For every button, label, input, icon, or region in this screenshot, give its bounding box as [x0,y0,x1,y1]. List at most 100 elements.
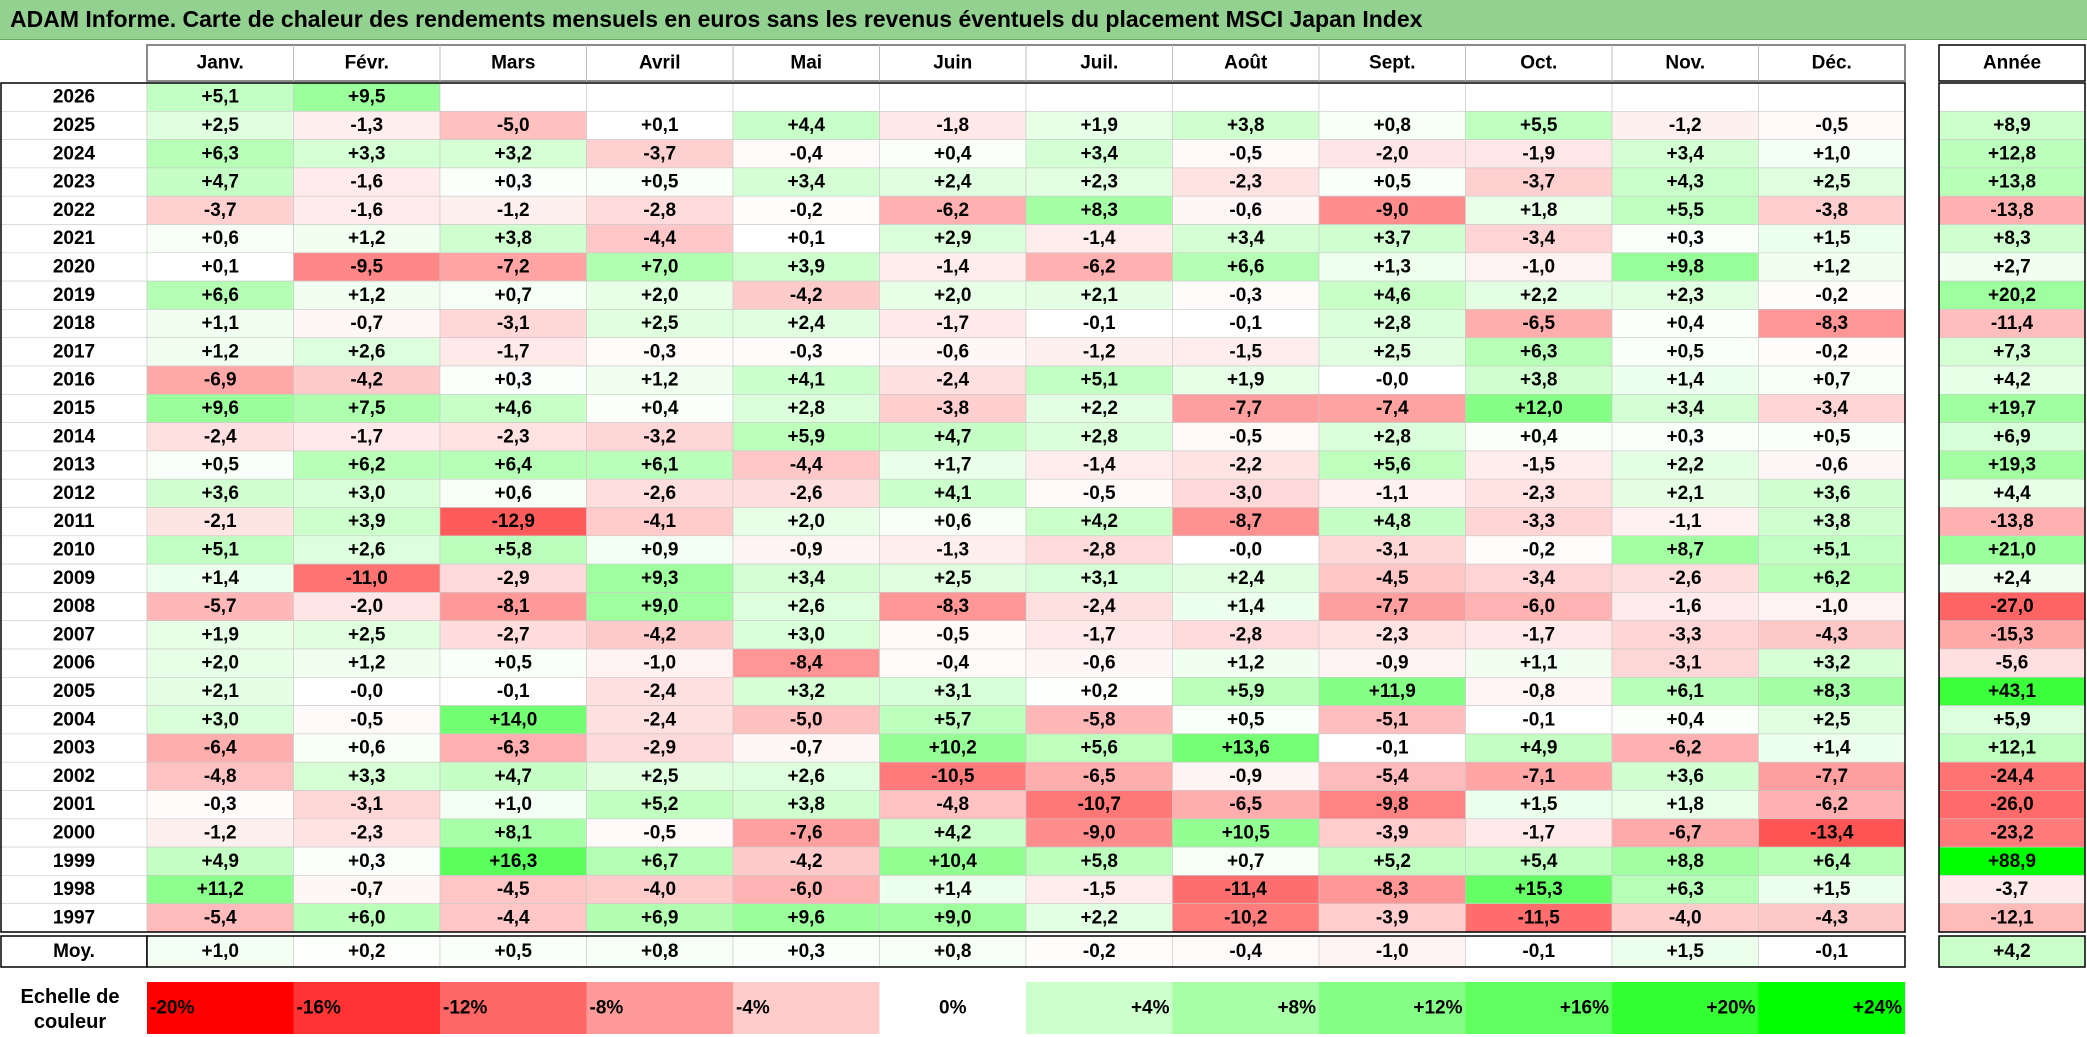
heatmap-cell-value: -0,5 [1083,483,1116,504]
heatmap-cell-value: -6,4 [204,738,237,759]
year-label: 2003 [53,738,95,759]
heatmap-cell-value: +0,6 [494,483,532,504]
heatmap-cell-value: +3,1 [1080,568,1118,589]
heatmap-cell [293,450,441,480]
average-cell-value: +0,8 [934,941,972,962]
heatmap-cell-value: +5,7 [934,709,972,730]
heatmap-cell-value: +3,9 [787,256,825,277]
heatmap-cell [293,818,441,848]
year-label-cell [0,393,148,423]
heatmap-cell-value: +4,1 [787,370,825,391]
heatmap-cell [879,790,1027,820]
heatmap-cell [146,252,294,282]
heatmap-cell-value: -0,0 [350,681,383,702]
heatmap-cell [293,139,441,169]
heatmap-cell-value: +6,7 [641,851,679,872]
average-cell [586,935,734,968]
heatmap-cell-value: +5,5 [1520,115,1558,136]
heatmap-cell-value: +3,8 [1520,370,1558,391]
heatmap-cell-value: -3,8 [936,398,969,419]
color-scale-label: +24% [1853,998,1902,1019]
year-label-cell [0,111,148,140]
heatmap-cell-value: +2,6 [787,596,825,617]
heatmap-cell-value: -1,7 [936,313,969,334]
heatmap-cell [1025,224,1173,254]
heatmap-cell-value: +3,2 [1813,653,1851,674]
heatmap-cell-value: -4,4 [790,455,823,476]
heatmap-cell-value: -0,1 [1522,709,1555,730]
annual-cell [1938,846,2086,876]
heatmap-cell-value: +10,5 [1222,822,1271,843]
heatmap-cell-value: +2,2 [1080,907,1118,928]
heatmap-cell-value: +0,5 [1373,172,1411,193]
color-scale-label: -4% [736,998,770,1019]
heatmap-cell-value: -1,2 [497,200,530,221]
heatmap-cell [1465,507,1613,537]
average-cell [1025,935,1173,968]
heatmap-cell-value: +0,3 [494,172,532,193]
heatmap-cell [586,393,734,423]
heatmap-cell-value: -6,5 [1083,766,1116,787]
heatmap-cell-value: -4,2 [790,851,823,872]
heatmap-cell-value: -3,3 [1669,624,1702,645]
heatmap-cell-value: +2,6 [348,341,386,362]
year-label-cell [0,139,148,169]
heatmap-cell-value: +5,9 [1227,681,1265,702]
heatmap-cell [146,507,294,537]
heatmap-cell-value: -3,7 [643,143,676,164]
heatmap-cell [1465,592,1613,622]
heatmap-cell-value: +6,6 [1227,256,1265,277]
heatmap-cell-value: -1,2 [204,822,237,843]
heatmap-cell [1611,676,1759,706]
heatmap-cell-value: +2,0 [934,285,972,306]
heatmap-cell [1465,818,1613,848]
heatmap-cell [146,818,294,848]
heatmap-cell-value: +1,3 [1373,256,1411,277]
year-label-cell [0,790,148,820]
heatmap-cell-value: +3,4 [1666,143,1704,164]
heatmap-cell-value: +5,9 [787,426,825,447]
heatmap-cell-value: -7,1 [1522,766,1555,787]
month-header-label: Févr. [345,53,389,74]
heatmap-cell-value: +3,0 [201,709,239,730]
heatmap-cell-value: -1,5 [1229,341,1262,362]
average-cell [146,935,294,968]
month-header-cell [1758,44,1906,82]
heatmap-cell [146,365,294,395]
heatmap-cell-value: +2,8 [787,398,825,419]
heatmap-cell-value: -4,5 [497,879,530,900]
heatmap-cell [1611,761,1759,791]
year-label: 2019 [53,285,95,306]
heatmap-cell-value: +2,5 [348,624,386,645]
month-header-label: Mars [491,53,535,74]
heatmap-cell-value: +6,3 [201,143,239,164]
heatmap-cell-value: -5,4 [204,907,237,928]
month-header-label: Juin [933,53,972,74]
heatmap-cell [1318,167,1466,197]
heatmap-cell-value: +5,1 [1813,539,1851,560]
year-label-cell [0,195,148,225]
heatmap-cell-value: -6,5 [1229,794,1262,815]
heatmap-cell-value: +3,4 [787,172,825,193]
heatmap-cell [879,676,1027,706]
heatmap-cell [1758,648,1906,678]
heatmap-cell [586,280,734,310]
heatmap-cell [439,111,587,140]
heatmap-cell [1172,818,1320,848]
annual-cell-value: +8,9 [1993,115,2031,136]
heatmap-cell [732,846,880,876]
heatmap-cell-value: -3,3 [1522,511,1555,532]
heatmap-cell [732,903,880,933]
heatmap-cell-value: +2,5 [934,568,972,589]
heatmap-cell [1758,563,1906,593]
heatmap-cell-value: +2,5 [1373,341,1411,362]
heatmap-cell [146,111,294,140]
average-cell-value: +0,3 [787,941,825,962]
heatmap-cell-value: -1,2 [1669,115,1702,136]
heatmap-cell-value: -0,1 [1083,313,1116,334]
heatmap-cell [732,790,880,820]
heatmap-cell-value: -2,6 [643,483,676,504]
heatmap-cell [1318,507,1466,537]
heatmap-cell-value: -0,6 [1083,653,1116,674]
heatmap-cell [293,846,441,876]
